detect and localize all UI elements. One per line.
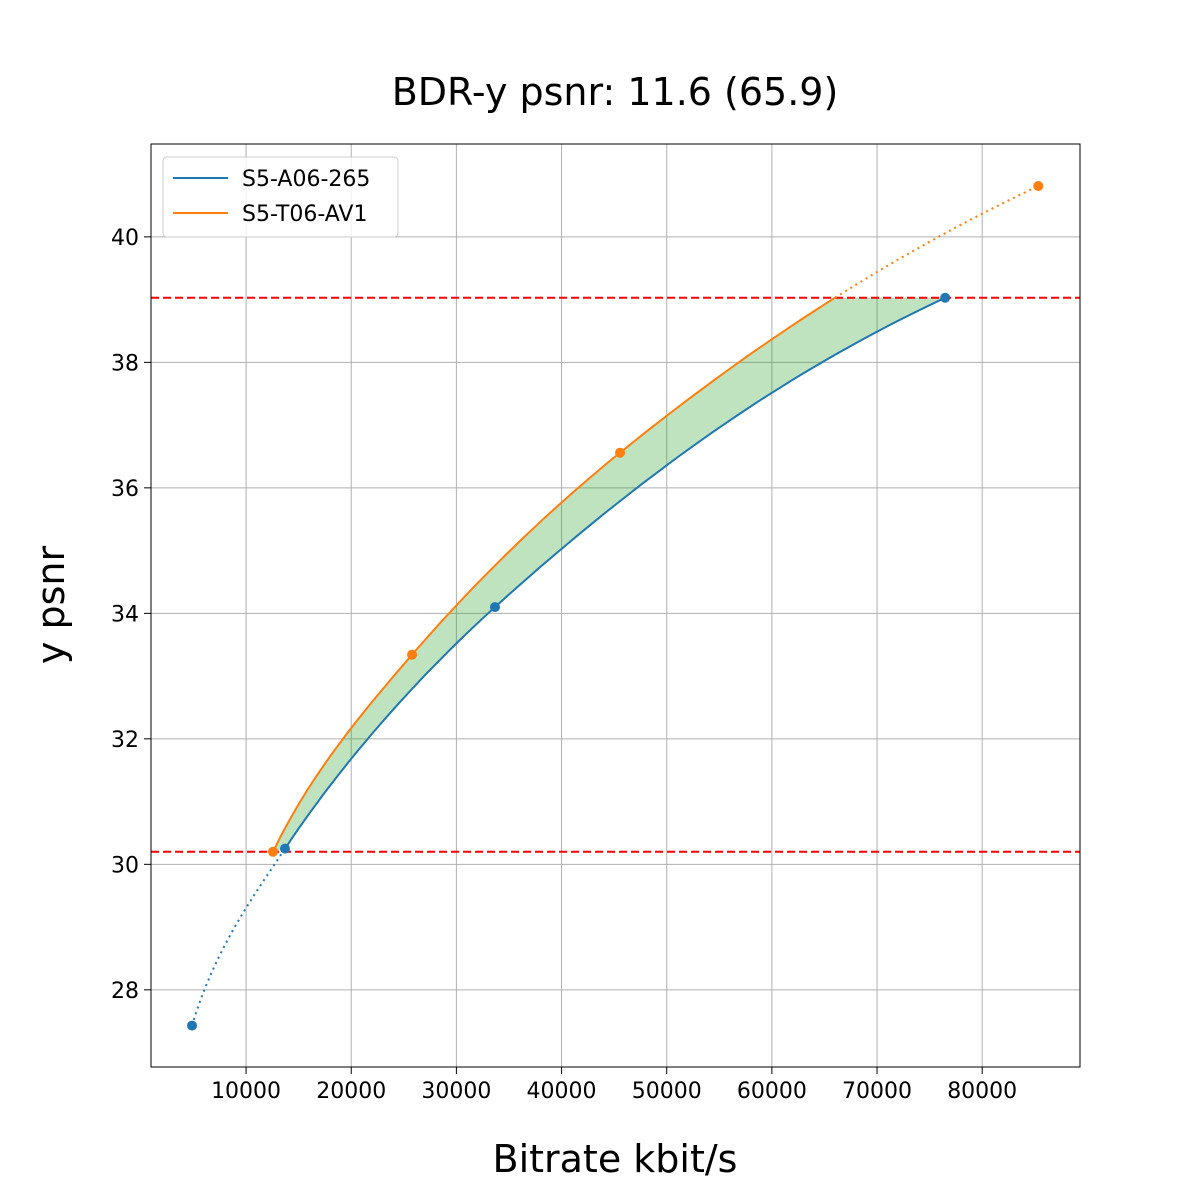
fill-between-area [273,297,946,852]
series-1-point [615,447,626,458]
y-tick-label: 28 [111,979,139,1004]
series-extrapolation-1 [834,185,1039,299]
x-axis-label: Bitrate kbit/s [493,1137,738,1181]
x-tick-label: 80000 [947,1079,1017,1104]
series-0-point [187,1020,198,1031]
legend-label-0: S5-A06-265 [242,167,370,192]
x-tick-label: 60000 [737,1079,807,1104]
x-tick-label: 30000 [421,1079,491,1104]
series-0-point [940,292,951,303]
series-1-point [407,649,418,660]
y-tick-label: 30 [111,853,139,878]
series-0-point [279,843,290,854]
series-1-point [1033,181,1044,192]
x-tick-label: 40000 [527,1079,597,1104]
y-tick-label: 38 [111,351,139,376]
series-line-1 [272,296,836,853]
series-0-point [489,602,500,613]
x-tick-label: 20000 [316,1079,386,1104]
chart-title: BDR-y psnr: 11.6 (65.9) [392,70,839,114]
series-extrapolation-0 [191,851,284,1026]
x-tick-label: 70000 [842,1079,912,1104]
series-line-0 [282,296,946,853]
legend: S5-A06-265 S5-T06-AV1 [162,156,399,238]
series-1-point [267,846,278,857]
y-tick-label: 36 [111,477,139,502]
x-tick-label: 50000 [632,1079,702,1104]
y-tick-label: 40 [111,226,139,251]
x-tick-label: 10000 [211,1079,281,1104]
legend-label-1: S5-T06-AV1 [242,202,367,227]
y-tick-label: 34 [111,602,139,627]
plot-frame [150,143,1081,1068]
y-axis-label: y psnr [29,546,73,665]
y-tick-label: 32 [111,728,139,753]
